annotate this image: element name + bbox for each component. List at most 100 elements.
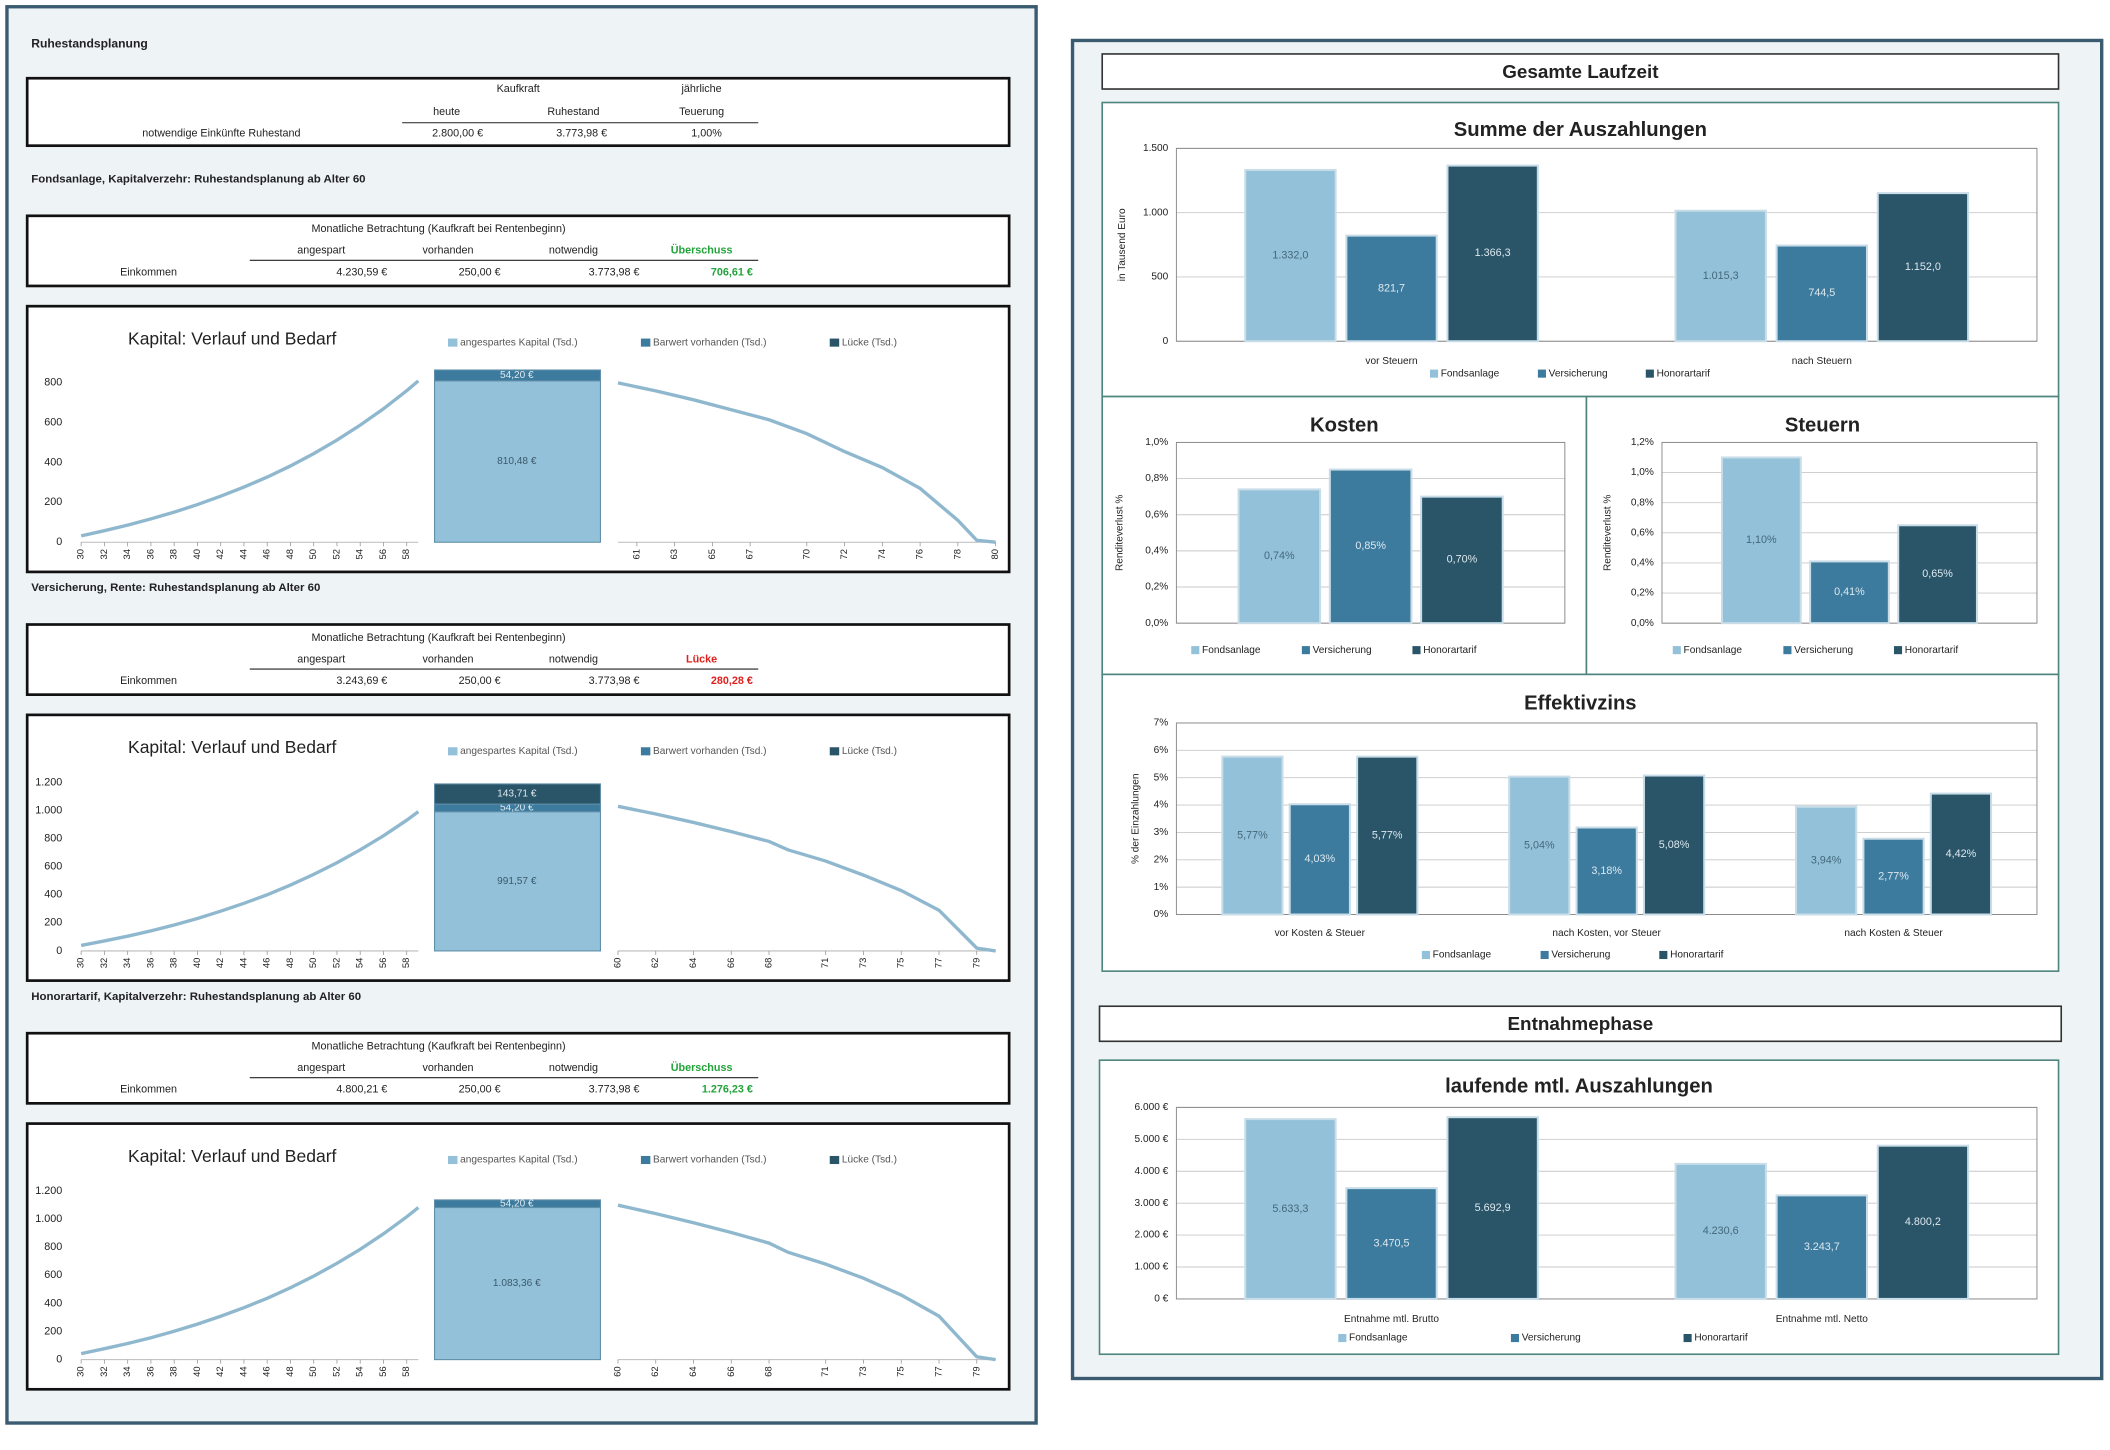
legend-swatch <box>1429 369 1439 378</box>
capital-line <box>617 804 996 953</box>
y-tick-label: 0,4% <box>1631 558 1654 569</box>
y-tick-label: 0 € <box>1154 1294 1168 1305</box>
bar <box>1237 488 1322 625</box>
legend-label: Barwert vorhanden (Tsd.) <box>653 746 767 757</box>
bar <box>1775 1194 1869 1300</box>
column-header: angespart <box>297 245 345 257</box>
y-tick-label: 0,6% <box>1145 509 1168 520</box>
y-tick-label: 0,2% <box>1631 588 1654 599</box>
legend-swatch <box>1412 646 1421 655</box>
x-tick-label: 48 <box>285 1366 296 1377</box>
value-label: 5.692,9 <box>1475 1202 1511 1214</box>
y-tick-label: 0,2% <box>1145 582 1168 593</box>
x-tick-label: 71 <box>820 1366 831 1377</box>
y-tick-label: 0,4% <box>1145 546 1168 557</box>
x-tick-label: 32 <box>99 958 110 969</box>
column-header: Lücke <box>686 653 717 665</box>
row-label: notwendige Einkünfte Ruhestand <box>142 127 300 139</box>
bar <box>1288 803 1351 916</box>
y-tick-label: 200 <box>44 496 62 508</box>
legend-swatch <box>640 338 651 347</box>
cell: 250,00 € <box>459 266 501 278</box>
legend-swatch <box>829 338 840 347</box>
x-tick-label: 34 <box>122 958 133 969</box>
legend-label: Versicherung <box>1549 368 1608 379</box>
stack-segment <box>433 783 601 805</box>
column-header: Ruhestand <box>547 106 599 118</box>
legend-label: Fondsanlage <box>1441 368 1500 379</box>
cell: 3.773,98 € <box>589 675 640 687</box>
value-label: 54,20 € <box>500 803 534 814</box>
legend-label: Fondsanlage <box>1433 950 1492 961</box>
y-tick-label: 800 <box>44 1241 62 1253</box>
x-tick-label: 38 <box>169 1366 180 1377</box>
legend-label: Fondsanlage <box>1202 645 1261 656</box>
cell: 3.773,98 € <box>589 1084 640 1096</box>
x-tick-label: 54 <box>355 549 366 560</box>
bar <box>1775 244 1869 343</box>
row-label: Einkommen <box>120 266 177 278</box>
x-tick-label: 56 <box>378 549 389 560</box>
y-tick-label: 0,8% <box>1631 497 1654 508</box>
value-label: 5,08% <box>1659 839 1690 851</box>
value-label: 744,5 <box>1808 287 1835 299</box>
value-label: 0,85% <box>1355 540 1386 552</box>
cell: 4.800,21 € <box>336 1084 387 1096</box>
x-tick-label: 66 <box>726 958 737 969</box>
legend-label: Honorartarif <box>1423 645 1477 656</box>
x-tick-label: 52 <box>331 549 342 560</box>
bar <box>1345 234 1438 343</box>
section-header-box <box>1098 1005 2063 1043</box>
x-tick-label: 40 <box>192 1366 203 1377</box>
x-tick-label: 79 <box>971 958 982 969</box>
x-tick-label: 66 <box>726 1366 737 1377</box>
x-tick-label: vor Kosten & Steuer <box>1275 928 1366 939</box>
bar <box>1575 826 1638 916</box>
x-tick-label: 52 <box>331 1366 342 1377</box>
legend-swatch <box>1645 369 1654 378</box>
inflation-header: jährliche <box>681 83 722 95</box>
value-label: 5,77% <box>1372 829 1403 841</box>
section-header: Gesamte Laufzeit <box>1502 62 1659 83</box>
y-tick-label: 800 <box>44 832 62 844</box>
y-tick-label: 6% <box>1154 745 1169 756</box>
bar <box>1508 775 1571 916</box>
x-tick-label: 68 <box>764 1366 775 1377</box>
cell: 2.800,00 € <box>432 127 483 139</box>
bar <box>1244 168 1337 343</box>
value-label: 0,74% <box>1264 550 1295 562</box>
y-tick-label: 1.000 <box>1143 207 1169 218</box>
group-header: Kaufkraft <box>497 83 540 95</box>
x-tick-label: 46 <box>262 958 273 969</box>
column-header: vorhanden <box>423 653 474 665</box>
plot-area <box>1175 1106 2038 1300</box>
x-tick-label: 42 <box>215 549 226 560</box>
x-tick-label: 74 <box>877 549 888 560</box>
section-header: Entnahmephase <box>1507 1014 1653 1035</box>
x-tick-label: 67 <box>745 549 756 560</box>
y-tick-label: 6.000 € <box>1135 1102 1169 1113</box>
cell: 3.773,98 € <box>589 266 640 278</box>
x-tick-label: 44 <box>238 549 249 560</box>
value-label: 3,94% <box>1811 854 1842 866</box>
legend-swatch <box>829 747 840 756</box>
y-tick-label: 1,0% <box>1145 437 1168 448</box>
bar <box>1674 209 1767 343</box>
x-tick-label: 71 <box>820 958 831 969</box>
x-tick-label: 30 <box>76 549 87 560</box>
legend-label: Barwert vorhanden (Tsd.) <box>653 337 767 348</box>
value-label: 1.083,36 € <box>493 1278 541 1289</box>
column-header: vorhanden <box>423 1062 474 1074</box>
bar <box>1446 164 1539 343</box>
x-tick-label: 61 <box>631 549 642 560</box>
legend-label: Versicherung <box>1551 950 1610 961</box>
y-tick-label: 1.500 <box>1143 143 1169 154</box>
x-tick-label: 50 <box>308 1366 319 1377</box>
legend-swatch <box>448 338 458 347</box>
x-tick-label: 58 <box>401 1366 412 1377</box>
x-tick-label: 76 <box>915 549 926 560</box>
value-label: 1.332,0 <box>1272 249 1308 261</box>
table-title: Monatliche Betrachtung (Kaufkraft bei Re… <box>312 1041 566 1053</box>
y-tick-label: 0 <box>56 1353 62 1365</box>
plot-area <box>1175 147 2038 342</box>
